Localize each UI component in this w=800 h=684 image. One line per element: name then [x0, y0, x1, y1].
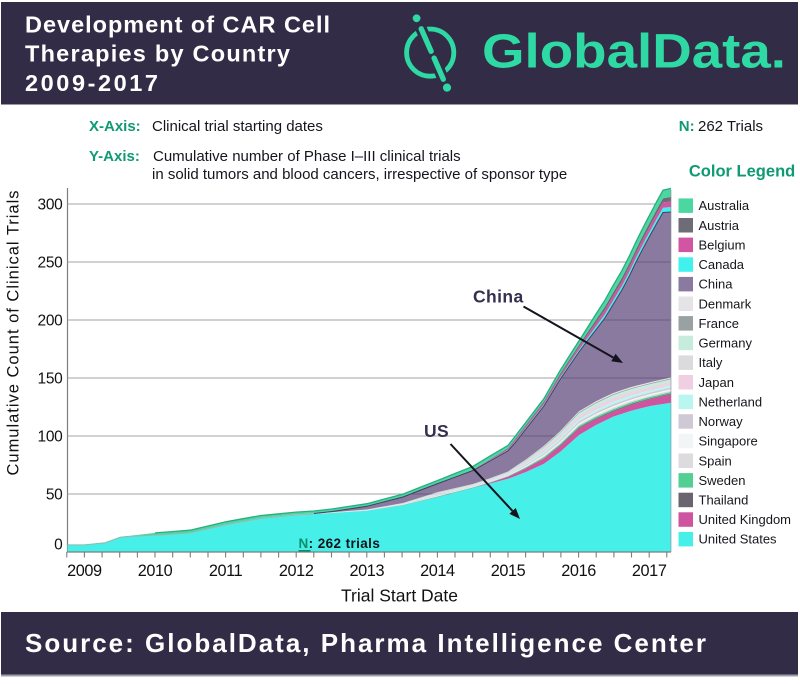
svg-text:Belgium: Belgium: [699, 237, 746, 252]
svg-text:Denmark: Denmark: [699, 296, 752, 311]
svg-text:Cumulative Count of Clinical T: Cumulative Count of Clinical Trials: [5, 191, 23, 476]
svg-text:Clinical trial starting dates: Clinical trial starting dates: [152, 118, 323, 135]
svg-text:Sweden: Sweden: [699, 473, 746, 488]
svg-text:2009-2017: 2009-2017: [25, 70, 158, 96]
svg-text:50: 50: [46, 486, 63, 503]
svg-text:2013: 2013: [349, 562, 384, 580]
svg-text:US: US: [424, 421, 449, 441]
svg-text:United Kingdom: United Kingdom: [699, 512, 792, 527]
svg-text:262 Trials: 262 Trials: [698, 118, 763, 135]
svg-text:Spain: Spain: [699, 453, 732, 468]
svg-text:2012: 2012: [279, 562, 314, 580]
svg-text:2016: 2016: [561, 562, 596, 580]
svg-text:N:: N:: [679, 118, 695, 135]
svg-text:100: 100: [38, 428, 64, 445]
svg-text:Austria: Austria: [699, 218, 740, 233]
svg-text:Australia: Australia: [699, 198, 750, 213]
svg-text:Therapies by Country: Therapies by Country: [25, 41, 290, 67]
svg-text:2014: 2014: [420, 562, 455, 580]
svg-text:Canada: Canada: [699, 257, 745, 272]
svg-text:France: France: [699, 316, 739, 331]
svg-text:2010: 2010: [138, 562, 173, 580]
svg-text:2015: 2015: [491, 562, 526, 580]
svg-text:2009: 2009: [67, 562, 102, 580]
svg-text:Germany: Germany: [699, 336, 753, 351]
svg-text:2017: 2017: [632, 562, 667, 580]
svg-text:Thailand: Thailand: [699, 493, 749, 508]
svg-text:150: 150: [38, 370, 64, 387]
svg-text:200: 200: [38, 312, 64, 329]
svg-text:Netherland: Netherland: [699, 394, 763, 409]
svg-text:0: 0: [54, 537, 63, 554]
svg-text:Trial Start Date: Trial Start Date: [341, 586, 458, 606]
svg-text:300: 300: [38, 196, 64, 213]
svg-text:in solid tumors and blood canc: in solid tumors and blood cancers, irres…: [152, 166, 567, 183]
svg-text:China: China: [473, 287, 524, 307]
svg-text:Development of CAR Cell: Development of CAR Cell: [25, 11, 330, 37]
svg-text:X-Axis:: X-Axis:: [89, 118, 141, 135]
svg-text:Norway: Norway: [699, 414, 744, 429]
svg-text:China: China: [699, 277, 734, 292]
svg-text:Source: GlobalData, Pharma Int: Source: GlobalData, Pharma Intelligence …: [25, 628, 706, 658]
svg-text:N: 262 trials: N: 262 trials: [299, 536, 381, 551]
svg-text:Cumulative number of Phase I–I: Cumulative number of Phase I–III clinica…: [153, 148, 461, 165]
svg-text:Italy: Italy: [699, 355, 723, 370]
svg-text:Y-Axis:: Y-Axis:: [89, 148, 140, 165]
svg-text:United States: United States: [699, 532, 778, 547]
svg-text:250: 250: [38, 254, 64, 271]
svg-text:Japan: Japan: [699, 375, 734, 390]
svg-text:Singapore: Singapore: [699, 434, 758, 449]
svg-text:Color Legend: Color Legend: [689, 163, 795, 181]
svg-text:GlobalData.: GlobalData.: [482, 26, 786, 79]
svg-text:2011: 2011: [209, 562, 243, 580]
